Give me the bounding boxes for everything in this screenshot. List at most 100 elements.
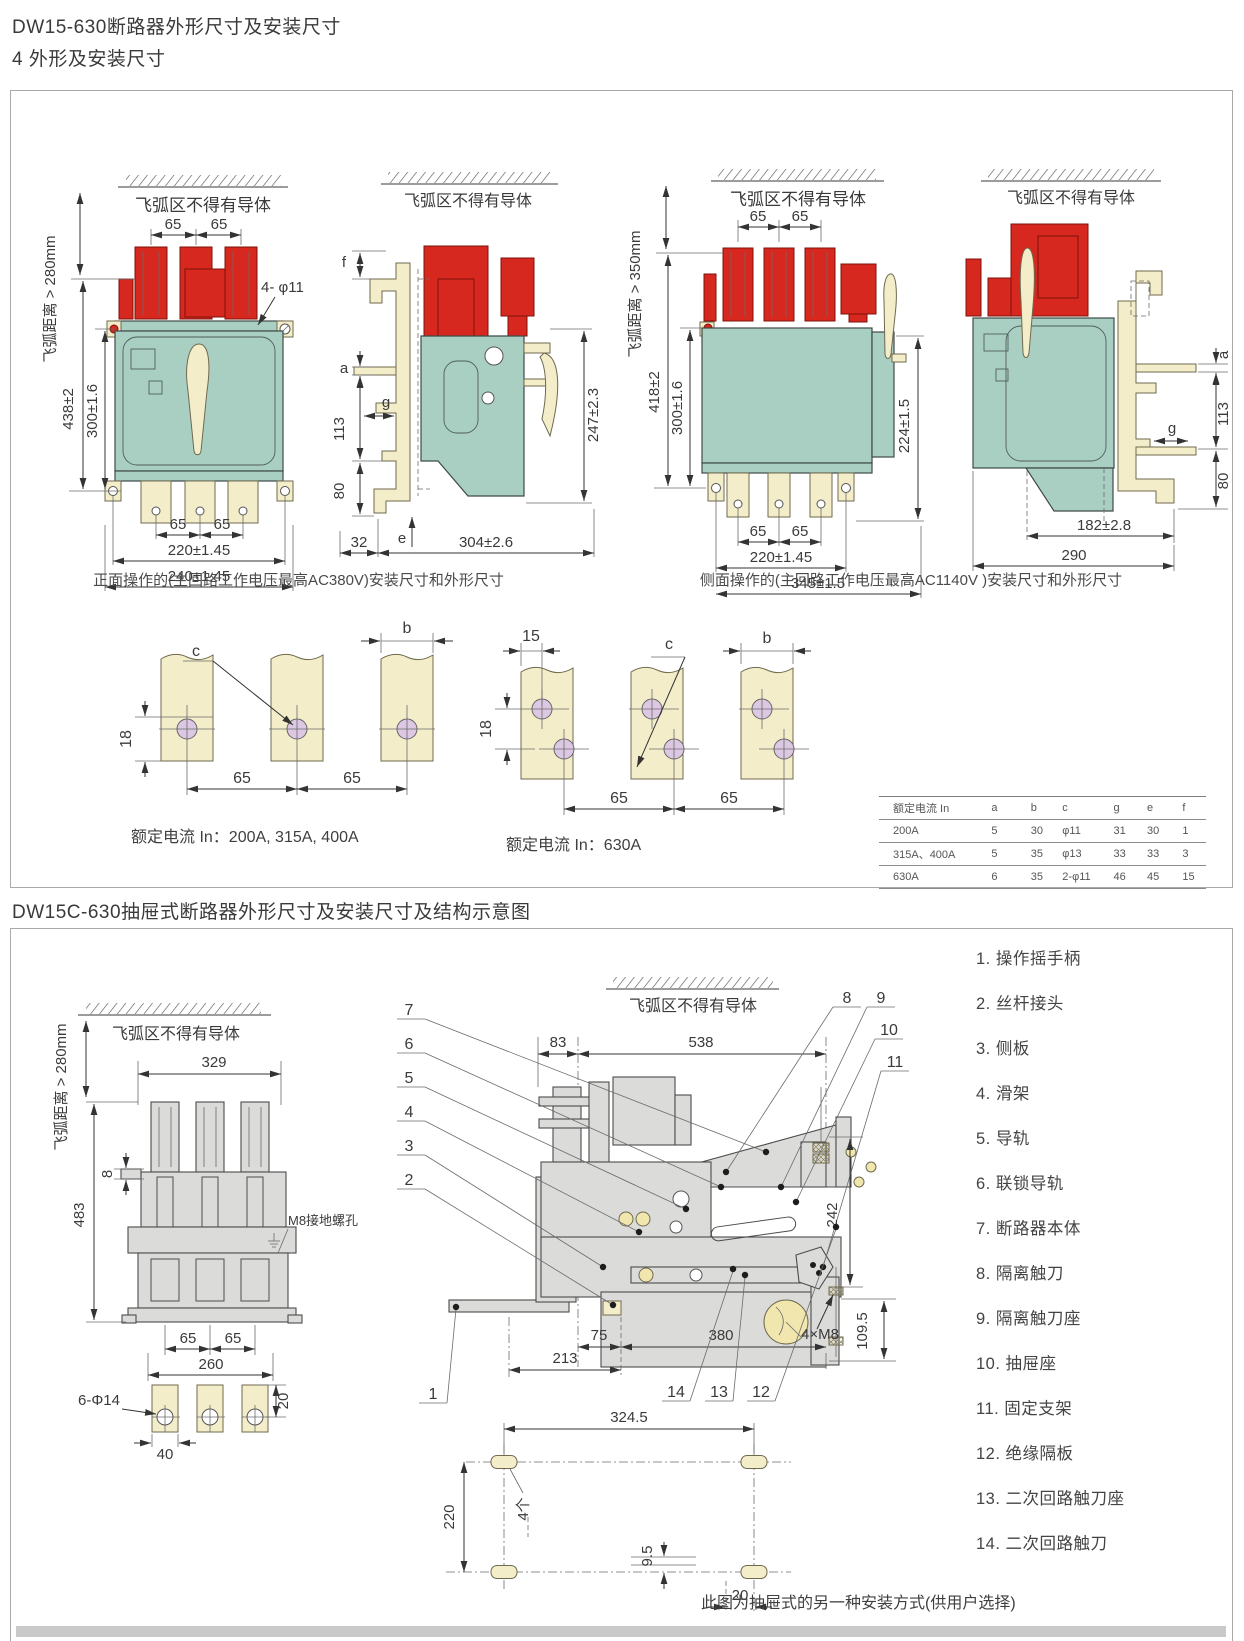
dimension-table: 额定电流 In a b c g e f 200A 5 30 φ11 31 30 1 315A… xyxy=(879,796,1206,889)
drawer-side-view: 飞弧区不得有导体 83 538 xyxy=(397,977,909,1404)
no-conductor-label: 飞弧区不得有导体 xyxy=(112,1025,240,1043)
cell: 33 xyxy=(1113,848,1126,860)
dim-label: 65 xyxy=(211,216,228,233)
dim-label: b xyxy=(763,630,772,647)
dim-label: a xyxy=(1215,350,1232,359)
table-row: 315A、400A 5 35 φ13 33 33 3 xyxy=(879,843,1206,866)
bottom-terminals xyxy=(104,480,294,524)
col-header: a xyxy=(991,802,998,814)
dim-label: 65 xyxy=(170,516,187,533)
dim-label: 20 xyxy=(732,1587,749,1604)
bracket-ghost xyxy=(417,269,430,496)
callout-leaders-left xyxy=(397,1018,767,1306)
table-row: 200A 5 30 φ11 31 30 1 xyxy=(879,820,1206,843)
callout-3: 3 xyxy=(405,1138,414,1155)
callout-11: 11 xyxy=(887,1054,904,1071)
dim-label: 247±2.3 xyxy=(585,388,602,442)
terminal-drill-200-400: c b 18 65 65 xyxy=(118,620,453,795)
dim-label: 213 xyxy=(552,1350,577,1367)
ground-hole-callout: M8接地螺孔 xyxy=(288,1213,358,1228)
legend-item: 12. 绝缘隔板 xyxy=(976,1445,1074,1463)
legend-item: 1. 操作摇手柄 xyxy=(976,950,1081,968)
arc-chutes xyxy=(118,246,258,320)
dim-label: 65 xyxy=(610,790,628,807)
breaker-body xyxy=(106,320,294,482)
bracket-ghost xyxy=(1130,280,1150,317)
parts-legend: 1. 操作摇手柄 2. 丝杆接头 3. 侧板 4. 滑架 5. 导轨 6. 联锁… xyxy=(976,945,1125,1554)
dim-label: 538 xyxy=(688,1034,713,1051)
dim-label: 40 xyxy=(157,1446,174,1463)
no-conductor-label: 飞弧区不得有导体 xyxy=(135,196,271,215)
no-conductor-label: 飞弧区不得有导体 xyxy=(1007,189,1135,207)
legend-item: 6. 联锁导轨 xyxy=(976,1175,1064,1193)
dim-label: b xyxy=(403,620,412,637)
legend-item: 9. 隔离触刀座 xyxy=(976,1310,1081,1328)
legend-item: 14. 二次回路触刀 xyxy=(976,1535,1108,1553)
breaker-body xyxy=(420,335,559,497)
cell: φ11 xyxy=(1062,825,1081,837)
arc-chutes xyxy=(703,247,877,323)
drawer-breaker-body xyxy=(120,1101,303,1324)
callout-2: 2 xyxy=(405,1172,414,1189)
arc-chutes xyxy=(423,245,535,337)
arc-distance-label: 飞弧距离 > 350mm xyxy=(627,230,644,357)
legend-item: 7. 断路器本体 xyxy=(976,1220,1081,1238)
dim-label: 324.5 xyxy=(610,1409,648,1426)
mounting-pads xyxy=(446,1444,791,1611)
dim-label: 345±1.5 xyxy=(791,575,845,592)
figE-caption: 额定电流 In：200A, 315A, 400A xyxy=(131,829,359,846)
callout-numbers-left: 7 6 5 4 3 2 xyxy=(405,1002,414,1189)
callout-10: 10 xyxy=(880,1022,898,1039)
hole-callout: 4- φ11 xyxy=(261,279,304,296)
callout-4: 4 xyxy=(405,1104,414,1121)
dim-label: c xyxy=(665,636,673,653)
dim-label: 20 xyxy=(275,1393,292,1410)
cell: 2-φ11 xyxy=(1062,871,1091,883)
mounting-bracket xyxy=(369,262,411,514)
dim-label: 304±2.6 xyxy=(459,534,513,551)
col-header: c xyxy=(1062,802,1068,814)
figA-caption: 正面操作的(主回路工作电压最高AC380V)安装尺寸和外形尺寸 xyxy=(93,572,504,589)
dim-label: 380 xyxy=(708,1327,733,1344)
drawer-front-view: 飞弧距离 > 280mm 飞弧区不得有导体 329 xyxy=(53,1003,358,1463)
front-operated-side-view: 飞弧区不得有导体 f a 113 g xyxy=(331,172,602,557)
col-header: e xyxy=(1146,802,1154,814)
bus-ledge xyxy=(353,366,397,376)
dim-label: 260 xyxy=(198,1356,223,1373)
table-header-row: 额定电流 In a b c g e f xyxy=(879,796,1206,820)
callout-8: 8 xyxy=(843,990,852,1007)
cell: 200A xyxy=(893,825,919,837)
cell: 5 xyxy=(991,825,998,837)
table-row: 630A 6 35 2-φ11 46 45 15 xyxy=(879,866,1206,889)
dim-label: 418±2 xyxy=(646,371,663,413)
figC-caption: 侧面操作的(主回路工作电压最高AC1140V )安装尺寸和外形尺寸 xyxy=(699,572,1123,589)
legend-item: 2. 丝杆接头 xyxy=(976,995,1064,1013)
dim-label: 65 xyxy=(165,216,182,233)
dim-label: 220±1.45 xyxy=(168,542,230,559)
callout-9: 9 xyxy=(877,990,886,1007)
dim-label: 65 xyxy=(750,523,767,540)
dim-label: 109.5 xyxy=(854,1312,871,1350)
dim-label: 220 xyxy=(441,1504,458,1529)
cell: 5 xyxy=(991,848,998,860)
dim-label: 8 xyxy=(99,1170,116,1178)
side-handle xyxy=(883,273,897,359)
section2-panel: 飞弧距离 > 280mm 飞弧区不得有导体 329 xyxy=(10,928,1233,1641)
dim-label: 113 xyxy=(331,417,348,441)
dim-label: 65 xyxy=(225,1330,242,1347)
cell: 6 xyxy=(991,871,998,883)
dim-label: 80 xyxy=(1215,473,1232,490)
dim-label: f xyxy=(342,254,347,271)
figF-caption: 额定电流 In：630A xyxy=(506,837,642,854)
legend-item: 10. 抽屉座 xyxy=(976,1355,1057,1373)
legend-item: 13. 二次回路触刀座 xyxy=(976,1490,1125,1508)
operating-handle xyxy=(539,352,559,438)
cell: 33 xyxy=(1146,848,1160,860)
drawer-assembly xyxy=(448,1076,877,1368)
col-header: g xyxy=(1113,802,1120,814)
breaker-body xyxy=(972,317,1115,523)
callout-5: 5 xyxy=(405,1070,414,1087)
dim-label: 290 xyxy=(1061,547,1086,564)
hole-callout: 6-Φ14 xyxy=(78,1392,120,1409)
dim-label: 329 xyxy=(201,1054,226,1071)
